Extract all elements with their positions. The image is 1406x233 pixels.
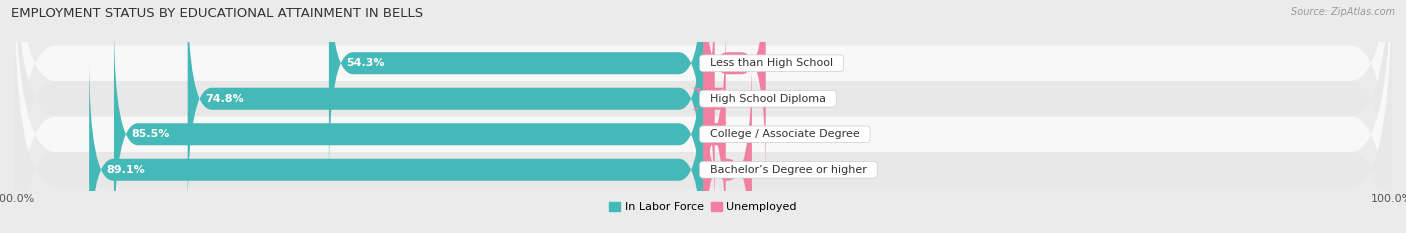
- Text: High School Diploma: High School Diploma: [703, 94, 832, 104]
- Text: 54.3%: 54.3%: [346, 58, 385, 68]
- FancyBboxPatch shape: [114, 21, 703, 233]
- Text: Source: ZipAtlas.com: Source: ZipAtlas.com: [1291, 7, 1395, 17]
- Text: 89.1%: 89.1%: [107, 165, 145, 175]
- FancyBboxPatch shape: [14, 0, 1392, 233]
- Text: EMPLOYMENT STATUS BY EDUCATIONAL ATTAINMENT IN BELLS: EMPLOYMENT STATUS BY EDUCATIONAL ATTAINM…: [11, 7, 423, 20]
- Text: 1.7%: 1.7%: [725, 94, 754, 104]
- Text: 9.1%: 9.1%: [776, 58, 804, 68]
- Text: College / Associate Degree: College / Associate Degree: [703, 129, 866, 139]
- FancyBboxPatch shape: [14, 0, 1392, 233]
- Text: Bachelor’s Degree or higher: Bachelor’s Degree or higher: [703, 165, 875, 175]
- FancyBboxPatch shape: [14, 0, 1392, 233]
- Text: 74.8%: 74.8%: [205, 94, 243, 104]
- FancyBboxPatch shape: [702, 21, 727, 233]
- FancyBboxPatch shape: [14, 0, 1392, 233]
- FancyBboxPatch shape: [187, 0, 703, 212]
- FancyBboxPatch shape: [89, 56, 703, 233]
- Legend: In Labor Force, Unemployed: In Labor Force, Unemployed: [609, 202, 797, 212]
- FancyBboxPatch shape: [329, 0, 703, 177]
- Text: 3.3%: 3.3%: [737, 129, 765, 139]
- Text: Less than High School: Less than High School: [703, 58, 841, 68]
- FancyBboxPatch shape: [690, 0, 727, 212]
- Text: 7.1%: 7.1%: [762, 165, 790, 175]
- FancyBboxPatch shape: [703, 0, 766, 177]
- FancyBboxPatch shape: [703, 56, 752, 233]
- Text: 85.5%: 85.5%: [131, 129, 170, 139]
